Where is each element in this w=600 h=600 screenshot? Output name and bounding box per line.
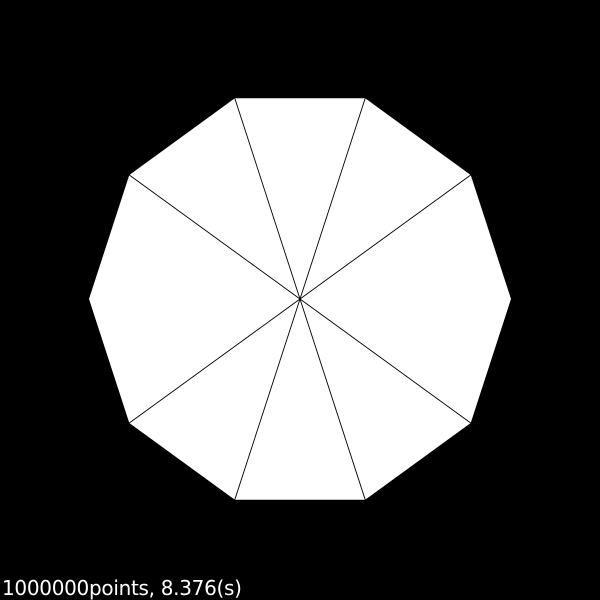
- segment-edge-line: [234, 298, 301, 500]
- decagon-segment: [300, 299, 471, 500]
- segment-edge-line: [129, 174, 301, 300]
- decagon-segment: [300, 175, 511, 299]
- segment-edge-line: [299, 174, 471, 300]
- points-label: points,: [88, 576, 161, 600]
- decagon-segment: [129, 299, 300, 500]
- decagon-segment: [129, 98, 300, 299]
- decagon-segment: [89, 175, 300, 299]
- segment-edge-line: [299, 298, 471, 424]
- decagon-segment: [300, 98, 471, 299]
- decagon-segment: [89, 299, 300, 423]
- decagon-segment: [300, 299, 511, 423]
- status-readout: 1000000points, 8.376(s): [2, 577, 242, 599]
- segment-edge-line: [299, 98, 366, 300]
- segment-edge-line: [234, 98, 301, 300]
- segment-edge-line: [129, 298, 301, 424]
- segment-edge-line: [299, 298, 366, 500]
- points-count: 1000000: [2, 576, 89, 600]
- elapsed-time: 8.376: [160, 576, 217, 600]
- decagon-segment: [234, 98, 366, 299]
- decagon-shape: [89, 98, 511, 500]
- decagon-segment: [234, 299, 366, 500]
- time-unit: (s): [216, 576, 242, 600]
